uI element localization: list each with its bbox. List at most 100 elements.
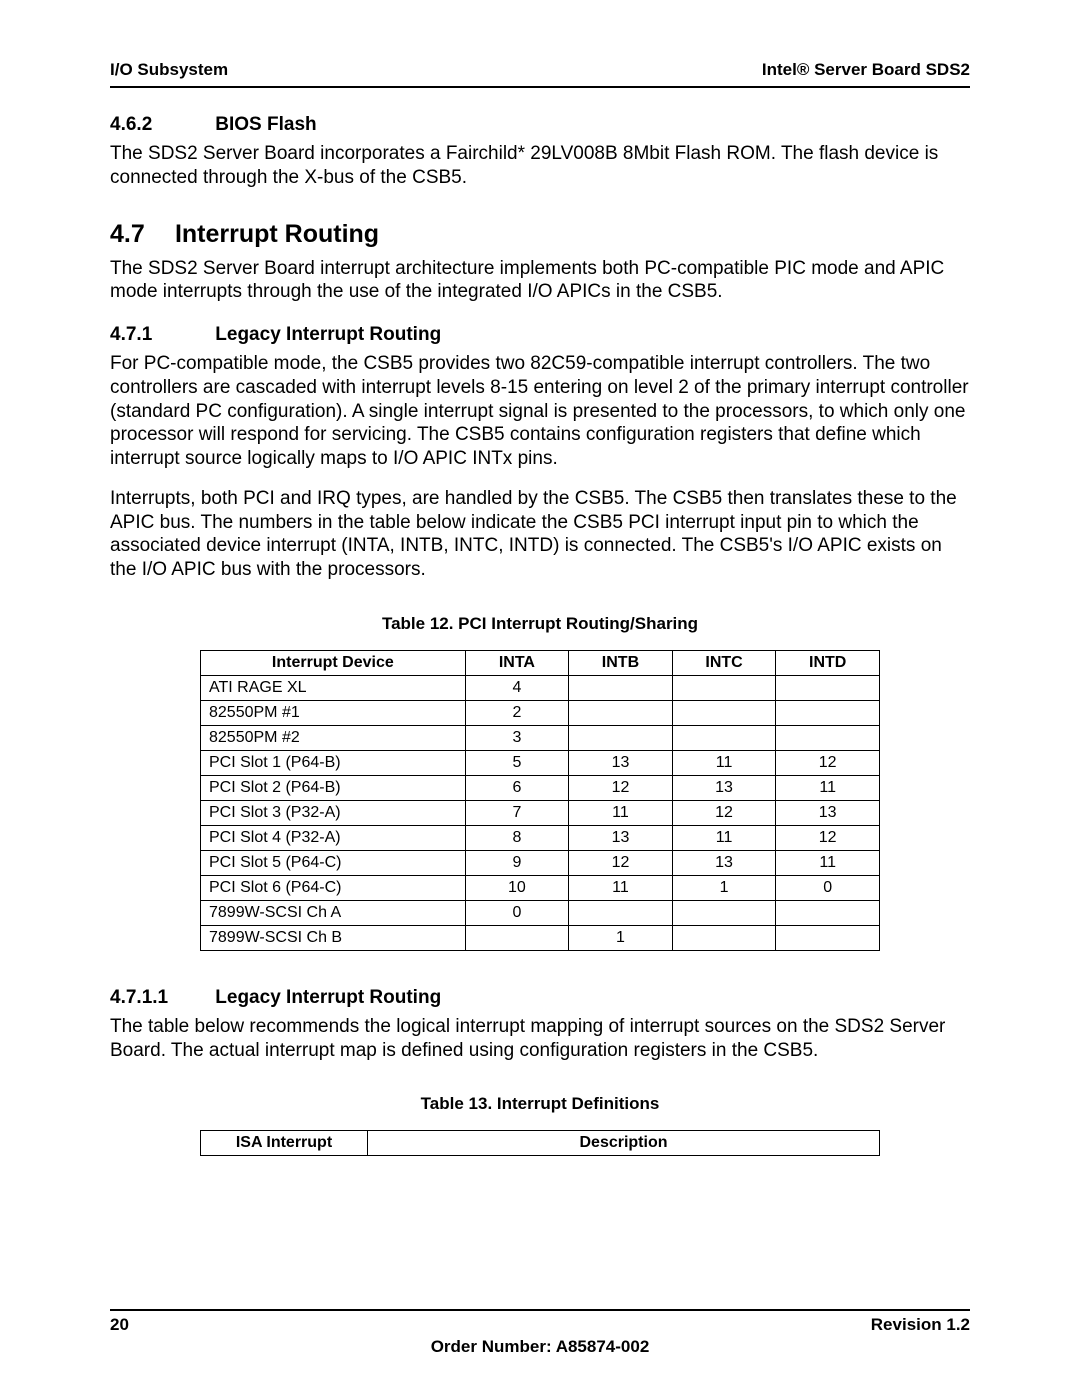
cell-value: 7 xyxy=(465,800,569,825)
cell-value: 9 xyxy=(465,850,569,875)
cell-device: 7899W-SCSI Ch A xyxy=(201,900,466,925)
table-row: 82550PM #12 xyxy=(201,700,880,725)
paragraph: The SDS2 Server Board incorporates a Fai… xyxy=(110,142,970,190)
section-title: Interrupt Routing xyxy=(175,220,379,248)
table-interrupt-definitions: ISA Interrupt Description xyxy=(200,1130,880,1156)
table-pci-interrupt-routing: Interrupt Device INTA INTB INTC INTD ATI… xyxy=(200,650,880,951)
cell-value: 1 xyxy=(569,925,673,950)
cell-value: 13 xyxy=(672,850,776,875)
page-footer: 20 Revision 1.2 Order Number: A85874-002 xyxy=(110,1309,970,1357)
heading-4-6-2: 4.6.2 BIOS Flash xyxy=(110,114,970,136)
cell-value xyxy=(672,700,776,725)
cell-value xyxy=(776,725,880,750)
cell-value: 8 xyxy=(465,825,569,850)
cell-value: 12 xyxy=(776,825,880,850)
cell-value xyxy=(465,925,569,950)
cell-value: 13 xyxy=(672,775,776,800)
table-row: 82550PM #23 xyxy=(201,725,880,750)
col-header: Description xyxy=(368,1131,880,1156)
table-row: PCI Slot 1 (P64-B)5131112 xyxy=(201,750,880,775)
cell-value: 12 xyxy=(672,800,776,825)
cell-value: 11 xyxy=(569,800,673,825)
table-row: PCI Slot 3 (P32-A)7111213 xyxy=(201,800,880,825)
cell-value: 6 xyxy=(465,775,569,800)
cell-device: 82550PM #1 xyxy=(201,700,466,725)
table-row: PCI Slot 2 (P64-B)6121311 xyxy=(201,775,880,800)
table-row: PCI Slot 5 (P64-C)9121311 xyxy=(201,850,880,875)
paragraph: Interrupts, both PCI and IRQ types, are … xyxy=(110,487,970,582)
table13-caption: Table 13. Interrupt Definitions xyxy=(110,1094,970,1114)
cell-value xyxy=(672,725,776,750)
cell-value: 11 xyxy=(672,750,776,775)
section-title: Legacy Interrupt Routing xyxy=(215,987,441,1008)
cell-value: 11 xyxy=(672,825,776,850)
heading-4-7-1: 4.7.1 Legacy Interrupt Routing xyxy=(110,324,970,346)
cell-value xyxy=(776,700,880,725)
cell-value xyxy=(672,925,776,950)
cell-value: 11 xyxy=(776,775,880,800)
heading-4-7: 4.7 Interrupt Routing xyxy=(110,220,970,249)
footer-rule xyxy=(110,1309,970,1311)
cell-value: 1 xyxy=(672,875,776,900)
table-row: PCI Slot 6 (P64-C)101110 xyxy=(201,875,880,900)
cell-value xyxy=(776,925,880,950)
cell-value xyxy=(569,675,673,700)
page-header: I/O Subsystem Intel® Server Board SDS2 xyxy=(110,60,970,80)
cell-device: PCI Slot 3 (P32-A) xyxy=(201,800,466,825)
table-row: ATI RAGE XL4 xyxy=(201,675,880,700)
cell-device: PCI Slot 6 (P64-C) xyxy=(201,875,466,900)
cell-value: 5 xyxy=(465,750,569,775)
cell-value: 12 xyxy=(776,750,880,775)
col-header: Interrupt Device xyxy=(201,650,466,675)
paragraph: For PC-compatible mode, the CSB5 provide… xyxy=(110,352,970,471)
header-rule xyxy=(110,86,970,88)
cell-value xyxy=(569,900,673,925)
cell-value: 0 xyxy=(465,900,569,925)
paragraph: The SDS2 Server Board interrupt architec… xyxy=(110,257,970,305)
footer-revision: Revision 1.2 xyxy=(871,1315,970,1335)
table-row: 7899W-SCSI Ch A0 xyxy=(201,900,880,925)
table12-caption: Table 12. PCI Interrupt Routing/Sharing xyxy=(110,614,970,634)
cell-value: 13 xyxy=(569,750,673,775)
cell-device: PCI Slot 5 (P64-C) xyxy=(201,850,466,875)
header-right: Intel® Server Board SDS2 xyxy=(762,60,970,80)
heading-4-7-1-1: 4.7.1.1 Legacy Interrupt Routing xyxy=(110,987,970,1009)
table-header-row: ISA Interrupt Description xyxy=(201,1131,880,1156)
cell-value xyxy=(569,725,673,750)
cell-value: 13 xyxy=(569,825,673,850)
cell-value: 3 xyxy=(465,725,569,750)
section-number: 4.7 xyxy=(110,220,168,249)
cell-device: ATI RAGE XL xyxy=(201,675,466,700)
table-row: PCI Slot 4 (P32-A)8131112 xyxy=(201,825,880,850)
cell-value xyxy=(776,900,880,925)
cell-device: 7899W-SCSI Ch B xyxy=(201,925,466,950)
cell-value xyxy=(776,675,880,700)
paragraph: The table below recommends the logical i… xyxy=(110,1015,970,1063)
cell-value: 11 xyxy=(569,875,673,900)
cell-value xyxy=(569,700,673,725)
col-header: INTB xyxy=(569,650,673,675)
page: I/O Subsystem Intel® Server Board SDS2 4… xyxy=(0,0,1080,1397)
cell-device: PCI Slot 2 (P64-B) xyxy=(201,775,466,800)
footer-order-number: Order Number: A85874-002 xyxy=(110,1337,970,1357)
table-header-row: Interrupt Device INTA INTB INTC INTD xyxy=(201,650,880,675)
col-header: INTA xyxy=(465,650,569,675)
cell-value: 12 xyxy=(569,775,673,800)
col-header: ISA Interrupt xyxy=(201,1131,368,1156)
table-row: 7899W-SCSI Ch B 1 xyxy=(201,925,880,950)
col-header: INTD xyxy=(776,650,880,675)
cell-value xyxy=(672,900,776,925)
cell-value: 12 xyxy=(569,850,673,875)
cell-value xyxy=(672,675,776,700)
cell-value: 4 xyxy=(465,675,569,700)
cell-value: 2 xyxy=(465,700,569,725)
cell-value: 0 xyxy=(776,875,880,900)
section-title: BIOS Flash xyxy=(215,114,316,135)
footer-page-number: 20 xyxy=(110,1315,129,1335)
header-left: I/O Subsystem xyxy=(110,60,228,80)
cell-device: PCI Slot 1 (P64-B) xyxy=(201,750,466,775)
section-number: 4.7.1.1 xyxy=(110,987,210,1009)
cell-value: 11 xyxy=(776,850,880,875)
cell-device: PCI Slot 4 (P32-A) xyxy=(201,825,466,850)
cell-value: 13 xyxy=(776,800,880,825)
